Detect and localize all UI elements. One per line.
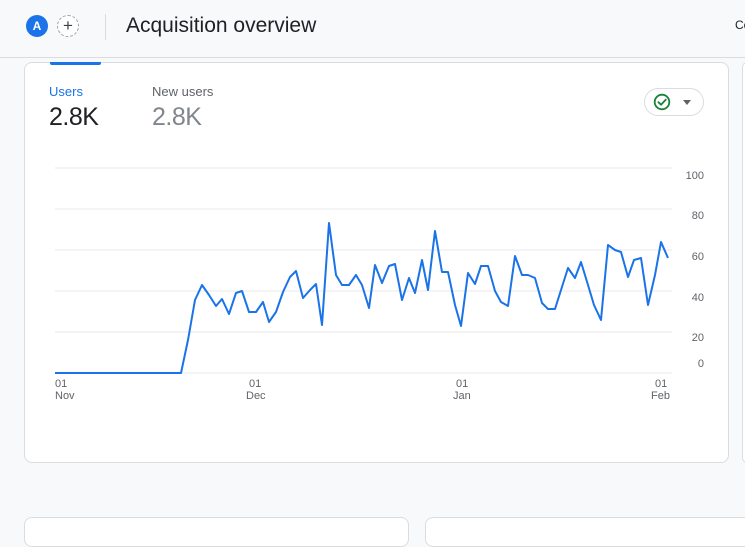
x-tick-dec: 01 Dec [246,378,266,402]
active-tab-indicator [50,62,101,65]
compare-dropdown-button[interactable] [644,88,704,116]
x-tick-day: 01 [456,378,469,390]
page-title: Acquisition overview [126,14,317,37]
y-tick-40: 40 [691,292,704,304]
header-divider [105,14,106,40]
x-tick-jan: 01 Jan [453,378,471,402]
x-tick-day: 01 [55,378,68,390]
x-tick-nov: 01 Nov [55,378,75,402]
check-circle-icon [653,93,671,111]
metric-value: 2.8K [152,103,202,131]
x-tick-day: 01 [655,378,668,390]
x-tick-month: Dec [246,390,266,402]
metric-tab-new-users[interactable]: New users 2.8K [152,84,213,132]
y-tick-0: 0 [697,358,704,370]
add-comparison-button[interactable]: + [57,15,79,37]
y-tick-60: 60 [691,251,704,263]
users-chart-card [24,62,729,463]
x-tick-month: Feb [651,390,670,402]
metric-label: Users [49,84,83,99]
user-avatar[interactable]: A [26,15,48,37]
x-tick-month: Jan [453,390,471,402]
dropdown-caret-icon [683,100,691,105]
header-right-text[interactable]: Co [735,18,745,32]
bottom-card-right [425,517,745,547]
x-tick-feb: 01 Feb [651,378,670,402]
y-tick-80: 80 [691,210,704,222]
top-bar: A + Acquisition overview Co [0,0,745,58]
users-series-line [55,222,669,374]
metric-value: 2.8K [49,103,99,131]
bottom-card-left [24,517,409,547]
chart-gridlines [55,167,672,374]
metric-label: New users [152,84,214,99]
y-tick-20: 20 [691,332,704,344]
y-tick-100: 100 [685,170,704,182]
x-tick-month: Nov [55,390,75,402]
users-line-chart[interactable] [0,0,745,530]
x-tick-day: 01 [249,378,262,390]
metric-tab-users[interactable]: Users 2.8K [49,84,99,132]
